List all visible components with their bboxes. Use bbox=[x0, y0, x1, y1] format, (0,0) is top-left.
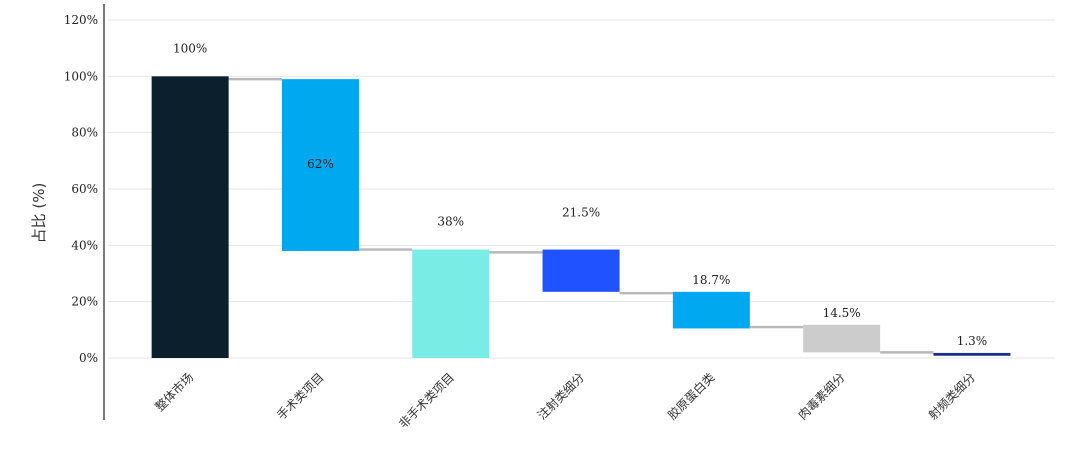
bar bbox=[803, 324, 881, 353]
bar bbox=[672, 291, 750, 329]
y-tick-label: 0% bbox=[79, 351, 98, 365]
bars bbox=[151, 76, 1011, 358]
y-tick-label: 60% bbox=[71, 182, 98, 196]
bar bbox=[542, 249, 620, 292]
bar bbox=[151, 76, 229, 358]
x-category-label: 注射类细分 bbox=[534, 370, 587, 423]
data-label: 1.3% bbox=[957, 334, 988, 348]
x-category-label: 手术类项目 bbox=[274, 370, 326, 422]
bar bbox=[933, 352, 1011, 356]
data-label: 38% bbox=[437, 215, 464, 229]
bar bbox=[281, 79, 359, 251]
y-axis-ticks: 0% 20% 40% 60% 80% 100% 120% bbox=[64, 13, 98, 365]
connectors bbox=[228, 77, 934, 354]
y-tick-label: 20% bbox=[71, 295, 98, 309]
data-label: 100% bbox=[173, 41, 207, 55]
bar bbox=[412, 249, 490, 358]
data-label: 18.7% bbox=[692, 273, 730, 287]
data-labels: 100% 62% 38% 21.5% 18.7% 14.5% 1.3% bbox=[173, 41, 987, 348]
y-tick-label: 80% bbox=[71, 126, 98, 140]
gridlines bbox=[108, 19, 1055, 359]
y-tick-label: 100% bbox=[64, 69, 98, 83]
x-category-label: 肉毒素细分 bbox=[795, 370, 847, 422]
x-category-label: 非手术类项目 bbox=[396, 370, 457, 431]
data-label: 21.5% bbox=[562, 206, 600, 220]
data-label: 14.5% bbox=[823, 306, 861, 320]
x-category-label: 射频类细分 bbox=[925, 370, 978, 423]
x-axis-categories: 整体市场 手术类项目 非手术类项目 注射类细分 胶原蛋白类 肉毒素细分 射频类细分 bbox=[152, 370, 978, 432]
data-label: 62% bbox=[307, 157, 334, 171]
y-axis-label: 占比 (%) bbox=[30, 183, 48, 244]
x-category-label: 整体市场 bbox=[152, 370, 197, 415]
x-category-label: 胶原蛋白类 bbox=[664, 370, 717, 423]
y-tick-label: 40% bbox=[71, 238, 98, 252]
y-tick-label: 120% bbox=[64, 13, 98, 27]
